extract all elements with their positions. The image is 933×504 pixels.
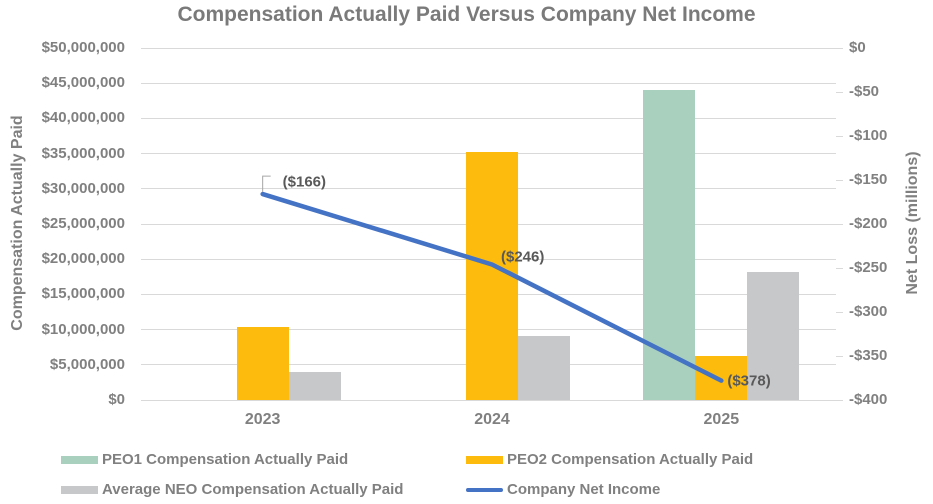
x-axis-category-label: 2024 <box>474 411 510 428</box>
left-axis-tick <box>141 293 148 295</box>
right-axis-tick-label: -$350 <box>849 347 888 364</box>
bar-2025-series3 <box>747 271 800 400</box>
avg-neo-legend-swatch <box>61 485 98 494</box>
right-axis-tick <box>836 267 843 269</box>
left-axis-tick-label: $45,000,000 <box>41 74 125 92</box>
right-axis-tick <box>836 355 843 357</box>
peo2-legend-swatch <box>466 455 503 464</box>
bar-2024-series3 <box>518 335 570 400</box>
gridline <box>148 82 836 84</box>
right-axis-tick-label: -$200 <box>849 215 888 232</box>
label-leader-line <box>262 175 271 193</box>
right-axis-tick-label: -$100 <box>849 127 888 144</box>
left-axis-tick <box>141 223 148 225</box>
net-income-legend-line-swatch <box>466 487 503 492</box>
x-axis-category-label: 2025 <box>703 411 740 428</box>
chart-title: Compensation Actually Paid Versus Compan… <box>177 3 756 26</box>
gridline <box>148 117 836 119</box>
bar-2025-series1 <box>643 90 696 400</box>
bar-2024-series2 <box>466 152 518 400</box>
legend-label-peo1: PEO1 Compensation Actually Paid <box>102 451 349 468</box>
legend-label-peo2: PEO2 Compensation Actually Paid <box>507 451 754 468</box>
left-axis-tick <box>141 399 148 401</box>
left-axis-tick <box>141 188 148 190</box>
left-axis-tick <box>141 47 148 49</box>
left-axis-tick-label: $30,000,000 <box>41 179 125 197</box>
left-axis-tick-label: $10,000,000 <box>41 320 125 338</box>
legend-item-peo2: PEO2 Compensation Actually Paid <box>466 450 753 469</box>
left-axis-tick <box>141 364 148 366</box>
left-axis-tick <box>141 82 148 84</box>
left-axis-tick-label: $20,000,000 <box>41 250 125 268</box>
right-axis-tick-label: $0 <box>849 39 866 56</box>
legend-label-avg-neo: Average NEO Compensation Actually Paid <box>102 481 404 498</box>
left-axis-tick <box>141 258 148 260</box>
right-axis-tick-label: -$250 <box>849 259 888 276</box>
bar-2023-series3 <box>288 371 341 400</box>
right-axis-tick <box>836 135 843 137</box>
gridline <box>148 47 836 49</box>
right-axis-tick-label: -$50 <box>849 83 880 100</box>
legend: PEO1 Compensation Actually Paid PEO2 Com… <box>0 445 933 501</box>
right-axis-tick <box>836 399 843 401</box>
left-axis-tick-label: $25,000,000 <box>41 215 125 232</box>
left-axis-tick <box>141 117 148 119</box>
right-axis-tick-label: -$400 <box>849 391 888 408</box>
legend-item-peo1: PEO1 Compensation Actually Paid <box>61 450 348 469</box>
x-axis-category-label: 2023 <box>244 411 281 428</box>
left-axis-tick <box>141 329 148 331</box>
line-point-label: ($378) <box>727 372 771 390</box>
right-axis-tick <box>836 223 843 225</box>
legend-label-net-income: Company Net Income <box>507 481 661 498</box>
net-income-line <box>260 191 724 383</box>
line-point-label: ($166) <box>282 173 327 191</box>
right-axis-tick <box>836 179 843 181</box>
left-axis-tick <box>141 153 148 155</box>
left-axis-tick-label: $15,000,000 <box>41 285 125 303</box>
peo1-legend-swatch <box>61 455 98 464</box>
left-axis-tick-label: $0 <box>108 391 125 408</box>
right-axis-tick <box>836 91 843 93</box>
bar-2023-series2 <box>236 326 289 400</box>
left-axis-tick-label: $5,000,000 <box>49 355 125 373</box>
gridline <box>148 399 836 401</box>
right-axis-tick-label: -$300 <box>849 303 888 320</box>
right-axis-tick <box>836 311 843 313</box>
left-axis-tick-label: $40,000,000 <box>41 109 125 127</box>
right-axis-tick <box>836 47 843 49</box>
line-point-label: ($246) <box>501 248 545 266</box>
left-axis-tick-label: $35,000,000 <box>41 144 125 162</box>
legend-item-avg-neo: Average NEO Compensation Actually Paid <box>61 480 403 499</box>
left-axis-tick-label: $50,000,000 <box>41 39 125 56</box>
right-axis-tick-label: -$150 <box>849 171 888 188</box>
legend-item-net-income: Company Net Income <box>466 480 660 499</box>
